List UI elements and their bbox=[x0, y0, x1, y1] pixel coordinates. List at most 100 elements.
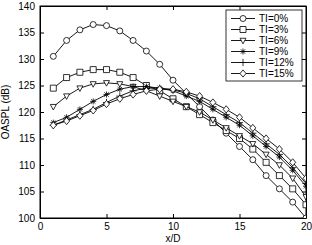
tick bbox=[302, 112, 306, 113]
marker bbox=[303, 183, 306, 189]
marker bbox=[223, 126, 229, 132]
series-line bbox=[53, 88, 306, 183]
tick-label: 0 bbox=[38, 221, 44, 232]
marker bbox=[77, 112, 83, 119]
legend-marker bbox=[240, 38, 246, 44]
tick-mark bbox=[173, 214, 174, 218]
marker bbox=[90, 82, 96, 88]
tick-label: 120 bbox=[18, 107, 35, 118]
tick-mark bbox=[302, 33, 306, 34]
marker bbox=[143, 48, 149, 54]
marker bbox=[169, 86, 176, 93]
x-axis: 05101520 bbox=[38, 214, 312, 232]
legend-box bbox=[226, 10, 302, 81]
marker bbox=[290, 186, 296, 192]
legend-marker bbox=[240, 16, 246, 22]
tick-label: 140 bbox=[18, 1, 35, 12]
marker bbox=[250, 124, 256, 131]
marker bbox=[130, 91, 136, 98]
marker bbox=[104, 100, 110, 107]
legend-label: TI=15% bbox=[259, 68, 294, 79]
marker bbox=[104, 23, 110, 29]
tick bbox=[302, 165, 306, 166]
marker bbox=[90, 107, 96, 114]
marker bbox=[90, 22, 96, 28]
tick-label: 110 bbox=[19, 160, 35, 171]
marker bbox=[117, 95, 123, 102]
marker bbox=[117, 86, 123, 92]
marker bbox=[77, 86, 83, 92]
marker bbox=[183, 88, 189, 95]
marker bbox=[263, 173, 269, 179]
chart: 05101520100105110115120125130135140TI=0%… bbox=[0, 0, 312, 245]
marker bbox=[210, 118, 216, 124]
tick bbox=[302, 139, 306, 140]
tick-label: 15 bbox=[234, 221, 246, 232]
marker bbox=[157, 94, 163, 100]
marker bbox=[276, 163, 282, 169]
marker bbox=[170, 77, 176, 83]
tick bbox=[302, 33, 306, 34]
marker bbox=[276, 186, 282, 192]
tick: 10 bbox=[168, 214, 180, 232]
marker bbox=[50, 53, 56, 59]
marker bbox=[237, 143, 243, 149]
marker bbox=[197, 93, 203, 100]
tick-label: 130 bbox=[18, 54, 35, 65]
marker bbox=[303, 202, 306, 208]
tick bbox=[240, 6, 241, 10]
marker bbox=[143, 87, 149, 94]
tick-mark bbox=[302, 86, 306, 87]
tick-mark bbox=[240, 6, 241, 10]
tick-mark bbox=[40, 192, 44, 193]
y-axis-title: OASPL (dB) bbox=[0, 85, 11, 140]
marker bbox=[50, 122, 57, 129]
marker bbox=[104, 67, 110, 73]
tick bbox=[107, 6, 108, 10]
tick-mark bbox=[302, 165, 306, 166]
marker bbox=[303, 215, 306, 218]
plot-frame bbox=[40, 6, 306, 218]
marker bbox=[290, 159, 296, 166]
marker bbox=[77, 27, 83, 33]
marker bbox=[77, 69, 83, 75]
marker bbox=[183, 104, 189, 110]
tick bbox=[173, 6, 174, 10]
marker bbox=[90, 98, 96, 104]
marker bbox=[117, 28, 123, 34]
tick bbox=[302, 86, 306, 87]
marker bbox=[263, 159, 269, 165]
legend: TI=0%TI=3%TI=6%TI=9%TI=12%TI=15% bbox=[226, 10, 302, 81]
marker bbox=[303, 175, 306, 182]
marker bbox=[64, 117, 70, 124]
marker bbox=[130, 37, 136, 43]
marker bbox=[183, 104, 189, 110]
tick-mark bbox=[107, 6, 108, 10]
marker bbox=[117, 69, 123, 75]
series-line bbox=[53, 89, 306, 178]
marker bbox=[104, 81, 110, 87]
marker bbox=[237, 114, 243, 121]
tick-label: 135 bbox=[18, 27, 35, 38]
tick-label: 105 bbox=[18, 186, 35, 197]
marker bbox=[250, 142, 256, 148]
marker bbox=[50, 104, 56, 110]
marker bbox=[50, 85, 56, 91]
marker bbox=[64, 75, 70, 81]
marker bbox=[210, 99, 216, 106]
tick-mark bbox=[40, 86, 44, 87]
marker bbox=[104, 92, 110, 98]
tick-label: 20 bbox=[301, 221, 312, 232]
series-line bbox=[53, 25, 306, 218]
marker bbox=[276, 146, 282, 153]
marker bbox=[290, 176, 296, 182]
marker bbox=[237, 134, 243, 140]
marker bbox=[263, 152, 269, 158]
legend-marker bbox=[239, 59, 246, 66]
tick-mark bbox=[302, 59, 306, 60]
plot: 05101520100105110115120125130135140TI=0%… bbox=[18, 1, 312, 232]
marker bbox=[263, 135, 269, 142]
tick-mark bbox=[40, 112, 44, 113]
x-axis-top bbox=[41, 6, 307, 10]
marker bbox=[50, 122, 56, 129]
